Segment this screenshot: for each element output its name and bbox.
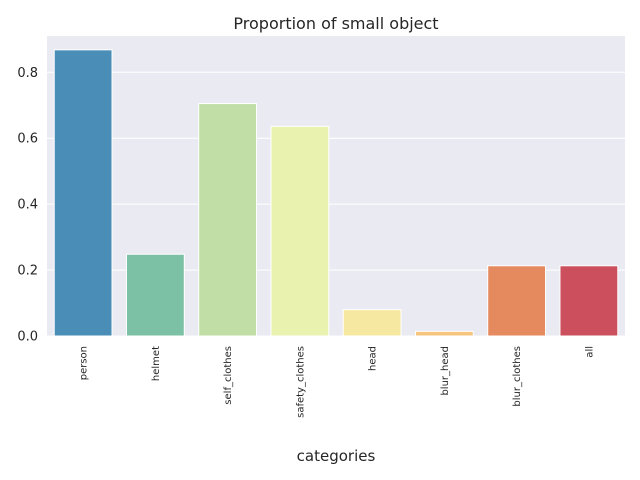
bar-person xyxy=(53,49,113,337)
bar-head xyxy=(342,309,402,337)
x-axis-label: categories xyxy=(297,447,376,465)
bar-blur-clothes xyxy=(487,265,547,337)
x-tick-labels: person helmet self_clothes safety_clothes he… xyxy=(79,346,596,418)
x-tick-label: head xyxy=(368,346,379,371)
y-tick-label: 0.2 xyxy=(17,264,38,279)
bar-blur-head xyxy=(414,330,474,337)
y-tick-label: 0.6 xyxy=(17,132,38,147)
y-tick-label: 0.4 xyxy=(17,198,38,213)
x-tick-label: blur_head xyxy=(440,346,451,396)
y-tick-labels: 0.0 0.2 0.4 0.6 0.8 xyxy=(17,66,38,345)
bar-safety-clothes xyxy=(270,125,330,337)
y-tick-label: 0.8 xyxy=(17,66,38,81)
x-tick-label: safety_clothes xyxy=(295,346,306,418)
x-tick-label: person xyxy=(79,346,90,380)
bar-helmet xyxy=(125,253,185,337)
x-tick-label: blur_clothes xyxy=(512,346,523,407)
chart-title: Proportion of small object xyxy=(233,14,438,33)
bars xyxy=(53,49,619,337)
x-tick-label: helmet xyxy=(151,346,162,381)
bar-self-clothes xyxy=(198,103,258,337)
y-tick-label: 0.0 xyxy=(17,330,38,345)
x-tick-label: self_clothes xyxy=(223,346,234,405)
bar-all xyxy=(559,265,619,337)
x-tick-label: all xyxy=(584,346,595,358)
